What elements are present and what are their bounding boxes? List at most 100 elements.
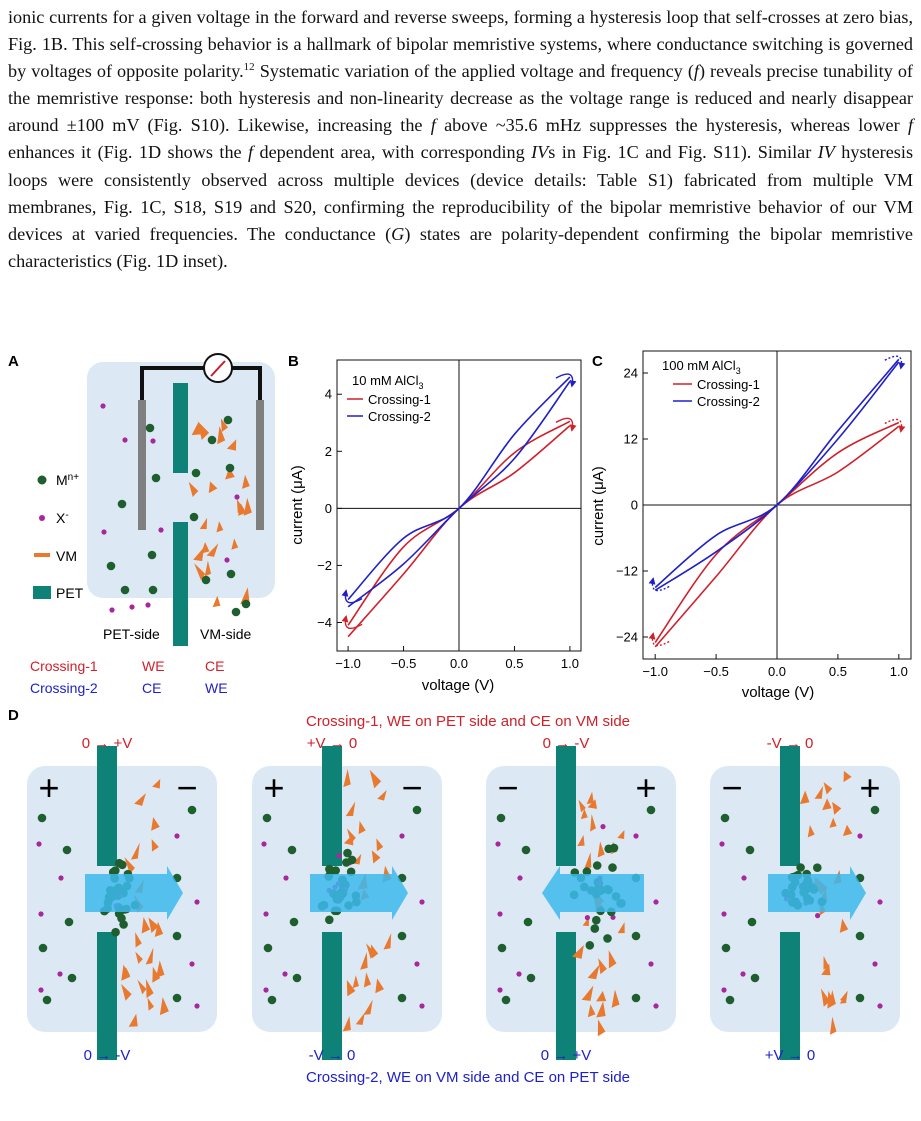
y-tick-label: −12 [616, 564, 638, 579]
cation-dot [151, 473, 161, 483]
label-vm-side: VM-side [200, 626, 252, 642]
label-pet-side: PET-side [103, 626, 160, 642]
vm-flake [121, 964, 131, 981]
cation-dot [646, 805, 656, 815]
cell-2: + − +V → 0 -V → 0 [252, 735, 442, 1064]
cation-dot [592, 861, 602, 870]
legend-crossing-1: Crossing-1 [368, 392, 431, 407]
vm-flake [799, 790, 810, 805]
sweep-direction-arrow [555, 373, 577, 388]
cation-dot [585, 941, 595, 950]
cation-dot [331, 866, 341, 875]
anion-dot [36, 841, 42, 847]
anion-dot [399, 833, 405, 839]
plot-b: −1.0 −0.5 0.0 0.5 1.0 −4 −2 0 2 4 [317, 360, 581, 671]
vm-flake [343, 768, 351, 788]
cation-dot [609, 843, 619, 853]
vm-flake [152, 778, 161, 789]
vm-flake [154, 921, 164, 938]
anion-dot [224, 557, 230, 563]
sweep-label-crossing-1: -V → 0 [767, 735, 814, 752]
anion-dot [741, 875, 747, 881]
cation-dot [526, 973, 536, 983]
cation-dot [225, 463, 235, 473]
vm-flake [376, 838, 384, 852]
vm-flake [124, 857, 135, 875]
symbol-iv: IV [531, 142, 549, 163]
crossing-2-pet: CE [142, 680, 161, 696]
y-tick-label: 0 [325, 501, 332, 516]
vm-flake [217, 425, 226, 445]
cation-dot [106, 561, 116, 571]
ammeter-needle [210, 360, 226, 377]
cation-dot [147, 550, 157, 560]
cation-dot [813, 863, 822, 872]
anion-dot [497, 911, 503, 917]
cation-dot [590, 924, 600, 933]
caption-crossing-1: Crossing-1, WE on PET side and CE on VM … [306, 713, 630, 730]
cation-dot [120, 585, 130, 595]
cation-dot [172, 993, 182, 1003]
polarity-sign-left: + [263, 767, 284, 808]
pet-membrane-top [322, 746, 342, 866]
vm-flake [355, 1012, 365, 1025]
cation-dot [747, 917, 757, 927]
vm-flake [829, 817, 837, 828]
anion-dot [174, 833, 180, 839]
vm-flake [216, 521, 224, 533]
vm-flake [839, 993, 847, 1004]
vm-flake [571, 944, 584, 959]
anion-dot [282, 971, 288, 977]
pet-membrane-top [173, 383, 188, 473]
cation-dot [62, 845, 72, 855]
vm-flake [145, 947, 154, 965]
anion-dot [234, 494, 240, 500]
symbol-f: f [693, 61, 699, 82]
pet-membrane-bottom [173, 522, 188, 646]
reference-superscript[interactable]: 12 [243, 61, 255, 74]
cation-dot [721, 943, 731, 953]
anion-dot [719, 841, 725, 847]
vm-flake [151, 839, 159, 852]
vm-flake [590, 814, 596, 832]
vm-flake [832, 801, 842, 815]
sweep-label-crossing-2: -V → 0 [309, 1047, 356, 1064]
sweep-direction-arrow [648, 577, 670, 592]
vm-flake [587, 964, 600, 980]
cell-3: − +0 → -V 0 → +V [486, 735, 676, 1064]
panel-d: D Crossing-1, WE on PET side and CE on V… [8, 707, 900, 1086]
pet-membrane-bottom [780, 932, 800, 1060]
anion-dot [263, 911, 269, 917]
anion-dot [38, 911, 44, 917]
anion-dot [584, 915, 591, 921]
anion-dot [150, 438, 156, 444]
legend-crossing-2: Crossing-2 [368, 409, 431, 424]
panel-label-c: C [592, 353, 603, 370]
legend-cation-dot [37, 475, 47, 485]
pet-membrane-bottom [97, 932, 117, 1060]
cation-dot [118, 860, 127, 870]
y-tick-label: 4 [325, 387, 332, 402]
vm-flake [346, 828, 356, 844]
sweep-direction-arrow [555, 417, 577, 432]
cation-dot [855, 931, 865, 941]
cell-1: + − 0 → +V 0 → -V [27, 735, 217, 1064]
ion-flux-arrow-right [85, 866, 183, 920]
cation-dot [263, 943, 273, 953]
y-tick-label: −2 [317, 558, 332, 573]
cation-dot [870, 805, 880, 815]
cation-dot [201, 575, 211, 585]
cation-dot [241, 599, 251, 609]
legend-cation: Mn+ [56, 472, 79, 488]
cation-dot [796, 863, 805, 872]
cation-dot [262, 813, 272, 823]
cation-dot [631, 931, 641, 941]
cation-dot [631, 993, 641, 1003]
anion-dot [872, 961, 878, 967]
vm-flake [236, 498, 244, 514]
legend-pet-swatch [33, 586, 51, 599]
vm-flake [358, 820, 366, 835]
cation-dot [397, 931, 407, 941]
anion-dot [653, 1003, 659, 1009]
crossing-1-pet: WE [142, 658, 165, 674]
